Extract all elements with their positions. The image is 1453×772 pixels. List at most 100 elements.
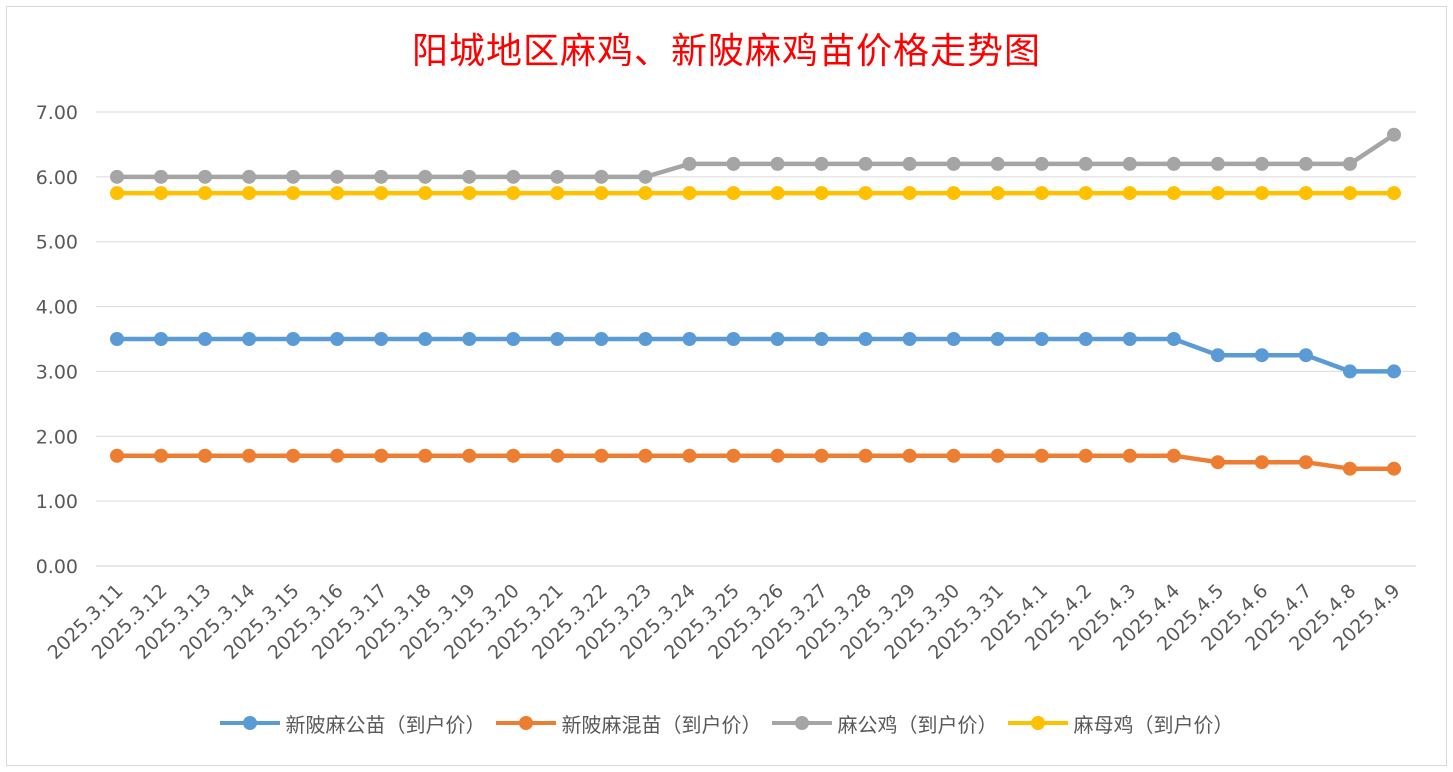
data-point: [1210, 156, 1225, 171]
data-point: [770, 448, 785, 463]
data-point: [1078, 332, 1093, 346]
data-point: [506, 332, 521, 346]
data-point: [814, 332, 829, 346]
data-point: [462, 169, 477, 184]
data-point: [946, 332, 961, 346]
data-point: [682, 156, 697, 171]
data-point: [594, 169, 609, 184]
data-point: [858, 448, 873, 463]
data-point: [1298, 348, 1313, 363]
data-point: [198, 186, 213, 201]
data-point: [990, 156, 1005, 171]
data-point: [1122, 332, 1137, 346]
data-point: [110, 332, 124, 346]
data-point: [1034, 448, 1049, 463]
line-chart: 0.00 1.00 2.00 3.00 4.00 5.00 6.00 7.00 2025.3.…: [36, 102, 1416, 664]
data-point: [990, 332, 1005, 346]
y-tick-label: 5.00: [36, 232, 78, 254]
series-4: [110, 186, 1401, 201]
data-point: [770, 156, 785, 171]
data-point: [1342, 461, 1357, 476]
legend-item: 麻母鸡（到户价）: [1007, 708, 1234, 738]
data-point: [1034, 156, 1049, 171]
data-point: [1254, 348, 1269, 363]
data-point: [1122, 186, 1137, 201]
data-point: [110, 186, 124, 201]
data-point: [814, 186, 829, 201]
data-point: [154, 186, 169, 201]
data-point: [1166, 448, 1181, 463]
data-point: [638, 169, 653, 184]
data-point: [638, 448, 653, 463]
data-point: [1342, 186, 1357, 201]
y-tick-label: 7.00: [36, 102, 78, 124]
y-tick-label: 3.00: [36, 361, 78, 383]
data-point: [418, 448, 433, 463]
data-point: [198, 448, 213, 463]
y-tick-label: 1.00: [36, 491, 78, 513]
data-point: [1078, 156, 1093, 171]
data-point: [154, 332, 169, 346]
data-point: [550, 169, 565, 184]
legend-swatch: [1007, 708, 1068, 738]
data-point: [1122, 156, 1137, 171]
data-point: [550, 186, 565, 201]
data-point: [902, 332, 917, 346]
series-line: [114, 453, 1397, 471]
data-point: [1034, 332, 1049, 346]
legend-item: 麻公鸡（到户价）: [771, 708, 998, 738]
x-axis-ticks: 2025.3.112025.3.122025.3.132025.3.142025…: [44, 580, 1405, 664]
data-point: [1078, 448, 1093, 463]
data-point: [330, 448, 345, 463]
data-point: [770, 186, 785, 201]
data-point: [1166, 186, 1181, 201]
legend-label: 新陂麻公苗（到户价）: [285, 712, 486, 737]
data-point: [374, 448, 389, 463]
data-point: [330, 186, 345, 201]
data-point: [638, 186, 653, 201]
data-point: [902, 186, 917, 201]
data-point: [682, 332, 697, 346]
series-3: [110, 127, 1401, 184]
legend-swatch: [771, 708, 832, 738]
data-point: [682, 448, 697, 463]
data-point: [374, 186, 389, 201]
data-point: [418, 332, 433, 346]
data-point: [418, 169, 433, 184]
data-point: [1210, 348, 1225, 363]
data-point: [506, 169, 521, 184]
data-point: [946, 156, 961, 171]
data-point: [110, 448, 124, 463]
data-point: [1122, 448, 1137, 463]
data-point: [902, 156, 917, 171]
data-point: [198, 332, 213, 346]
data-point: [1387, 461, 1401, 476]
data-point: [1254, 186, 1269, 201]
y-axis-ticks: 0.00 1.00 2.00 3.00 4.00 5.00 6.00 7.00: [36, 102, 78, 578]
data-point: [858, 186, 873, 201]
series-line: [114, 336, 1397, 374]
data-point: [1254, 156, 1269, 171]
data-point: [462, 332, 477, 346]
data-point: [242, 186, 257, 201]
data-point: [902, 448, 917, 463]
data-point: [726, 186, 741, 201]
data-point: [550, 448, 565, 463]
data-point: [330, 332, 345, 346]
data-point: [242, 448, 257, 463]
data-point: [286, 332, 301, 346]
series-1: [110, 332, 1401, 379]
data-point: [814, 448, 829, 463]
data-point: [1298, 156, 1313, 171]
data-point: [946, 448, 961, 463]
data-point: [594, 186, 609, 201]
legend-label: 麻公鸡（到户价）: [837, 712, 998, 737]
data-point: [726, 156, 741, 171]
data-point: [242, 169, 257, 184]
data-point: [374, 169, 389, 184]
data-point: [990, 448, 1005, 463]
data-point: [726, 332, 741, 346]
chart-frame: [6, 6, 1447, 766]
data-point: [1342, 156, 1357, 171]
data-point: [1387, 364, 1401, 379]
